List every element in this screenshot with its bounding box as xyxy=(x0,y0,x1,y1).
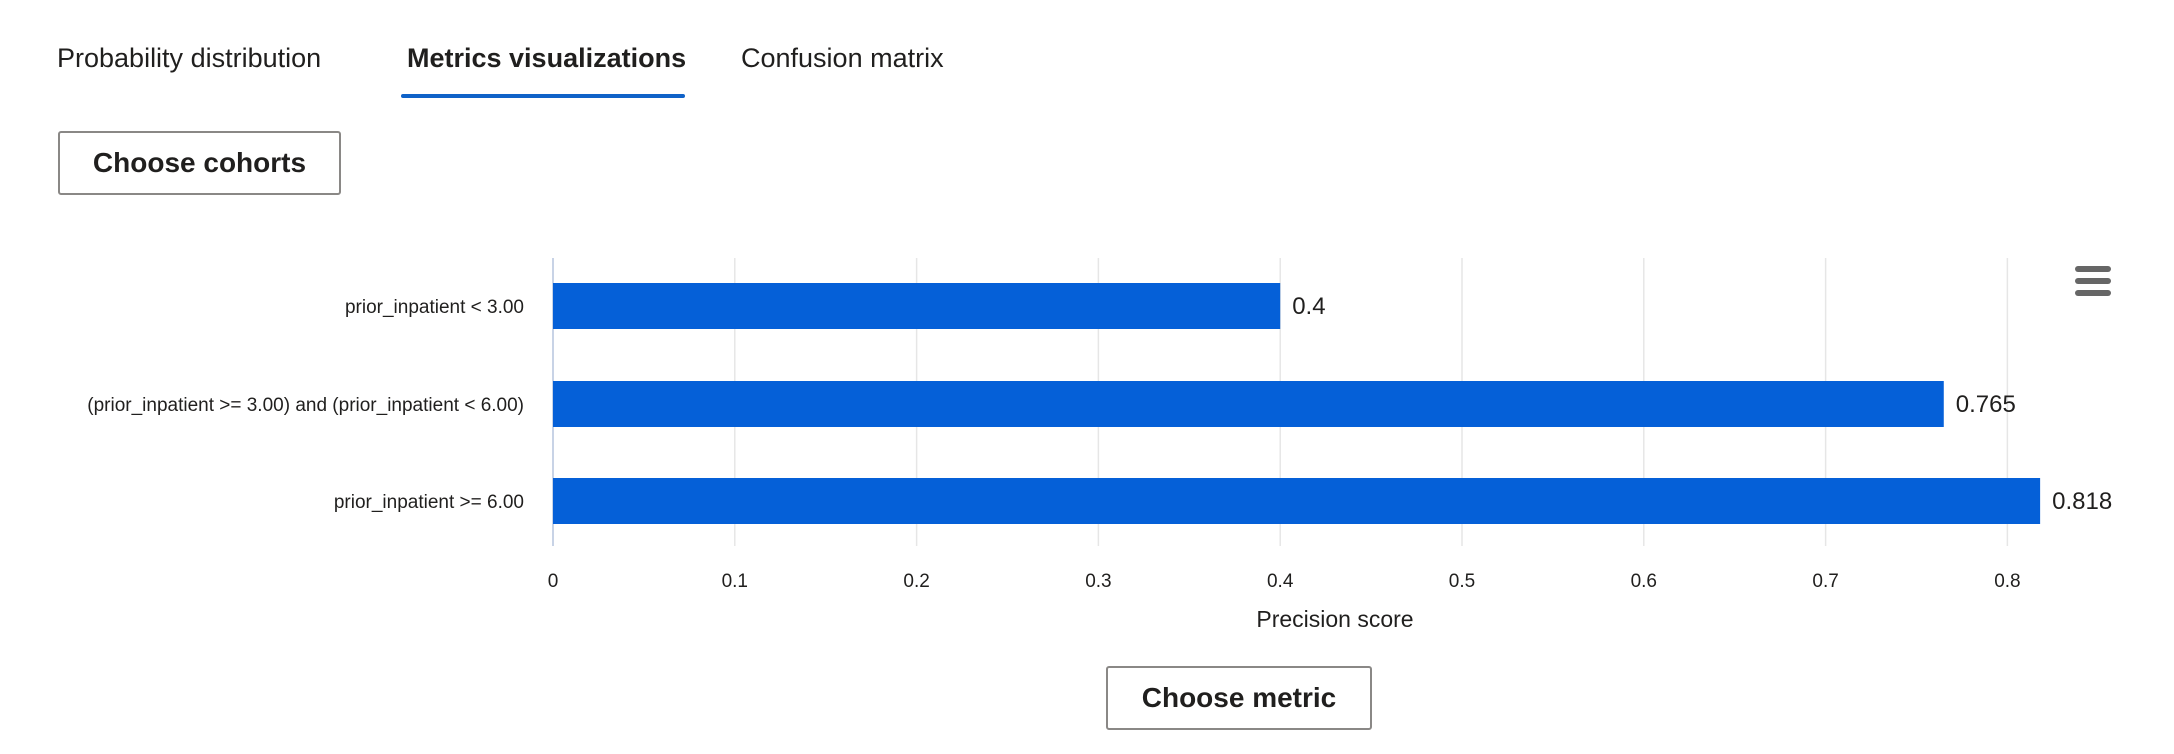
hamburger-menu-icon[interactable] xyxy=(2075,266,2111,296)
x-axis-title: Precision score xyxy=(1256,606,1413,632)
tab-confusion-matrix[interactable]: Confusion matrix xyxy=(741,43,944,73)
category-label: prior_inpatient >= 6.00 xyxy=(334,492,524,513)
metrics-chart: 0 0.1 0.2 0.3 0.4 0.5 0.6 0.7 0.8 0.4 prior_inpati… xyxy=(0,240,2174,640)
x-tick-label: 0 xyxy=(548,571,559,592)
bar xyxy=(553,283,1281,329)
tab-bar: Probability distribution Metrics visuali… xyxy=(0,0,1100,104)
x-tick-label: 0.7 xyxy=(1812,571,1838,592)
active-tab-indicator xyxy=(401,94,685,98)
tab-probability-distribution[interactable]: Probability distribution xyxy=(57,43,322,73)
category-label: (prior_inpatient >= 3.00) and (prior_inp… xyxy=(87,395,524,416)
x-tick-label: 0.8 xyxy=(1994,571,2020,592)
x-tick-label: 0.6 xyxy=(1631,571,1657,592)
bar-value-label: 0.818 xyxy=(2052,488,2112,515)
bar xyxy=(553,381,1944,427)
x-tick-label: 0.1 xyxy=(722,571,748,592)
bar-value-label: 0.765 xyxy=(1956,391,2016,418)
choose-cohorts-button[interactable]: Choose cohorts xyxy=(58,131,341,195)
bar-chart-svg: 0 0.1 0.2 0.3 0.4 0.5 0.6 0.7 0.8 0.4 prior_inpati… xyxy=(87,258,2112,632)
bar-value-label: 0.4 xyxy=(1292,293,1325,320)
choose-metric-button[interactable]: Choose metric xyxy=(1106,666,1372,730)
tab-metrics-visualizations[interactable]: Metrics visualizations xyxy=(407,43,687,73)
x-tick-label: 0.5 xyxy=(1449,571,1475,592)
bar xyxy=(553,478,2041,524)
x-tick-label: 0.4 xyxy=(1267,571,1294,592)
x-tick-label: 0.3 xyxy=(1085,571,1111,592)
category-label: prior_inpatient < 3.00 xyxy=(345,297,524,318)
x-tick-label: 0.2 xyxy=(903,571,929,592)
